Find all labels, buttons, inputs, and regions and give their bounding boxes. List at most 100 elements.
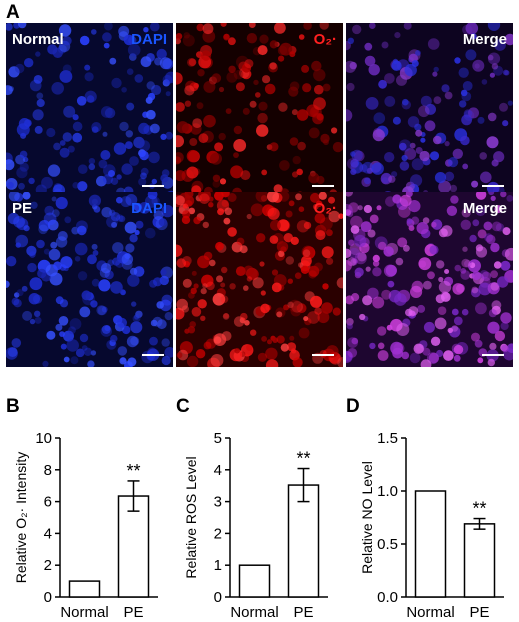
cell-blob — [190, 287, 197, 295]
cell-blob — [301, 245, 315, 259]
cell-blob — [497, 276, 509, 288]
normal-merge-image: Merge — [346, 23, 513, 198]
cell-blob — [19, 150, 28, 159]
panel-letter-b: B — [6, 396, 20, 417]
cell-blob — [487, 321, 500, 334]
cell-blob — [126, 68, 134, 75]
cell-blob — [62, 64, 72, 74]
cell-blob — [116, 196, 123, 204]
cell-blob — [427, 271, 435, 280]
cell-blob — [6, 256, 17, 267]
cell-blob — [250, 329, 257, 336]
cell-blob — [399, 194, 412, 207]
cell-blob — [176, 244, 183, 257]
cell-blob — [414, 123, 422, 131]
cell-blob — [6, 23, 13, 31]
cell-blob — [186, 166, 199, 179]
cell-blob — [368, 64, 380, 76]
cell-blob — [288, 299, 302, 313]
cell-blob — [352, 24, 362, 35]
cell-blob — [176, 156, 182, 165]
cell-blob — [387, 280, 395, 288]
cell-blob — [121, 163, 133, 175]
cell-blob — [176, 152, 184, 163]
cell-blob — [346, 318, 354, 326]
cell-blob — [196, 23, 205, 32]
pe-merge-image: Merge — [346, 192, 513, 367]
cell-blob — [216, 275, 223, 283]
cell-blob — [377, 342, 385, 350]
cell-blob — [490, 195, 496, 201]
cell-blob — [198, 192, 211, 202]
cell-blob — [401, 154, 408, 162]
cell-blob — [283, 233, 293, 243]
x-category-label: Normal — [406, 604, 454, 621]
cell-blob — [267, 339, 272, 345]
cell-blob — [346, 209, 352, 216]
cell-blob — [261, 169, 268, 176]
cell-blob — [504, 247, 513, 261]
cell-blob — [459, 100, 467, 108]
cell-blob — [433, 66, 439, 73]
cell-blob — [208, 202, 214, 208]
cell-blob — [381, 41, 389, 49]
cell-blob — [369, 214, 379, 224]
y-tick-label: 10 — [35, 430, 52, 447]
cell-blob — [36, 98, 45, 108]
cell-blob — [422, 217, 430, 224]
cell-blob — [438, 276, 444, 283]
cell-blob — [351, 337, 359, 345]
cell-blob — [148, 151, 160, 164]
cell-blob — [87, 254, 97, 265]
cell-blob — [236, 237, 245, 246]
cell-blob — [100, 263, 112, 274]
cell-blob — [121, 253, 134, 265]
cell-blob — [184, 100, 192, 107]
cell-blob — [202, 283, 208, 289]
cell-blob — [302, 249, 311, 257]
cell-blob — [372, 296, 385, 309]
cell-blob — [303, 316, 309, 322]
cell-blob — [200, 315, 206, 321]
cell-blob — [430, 336, 441, 346]
cell-blob — [267, 192, 279, 203]
cell-blob — [211, 73, 222, 83]
y-tick-label: 0.5 — [377, 536, 398, 553]
cell-blob — [384, 96, 396, 107]
cell-blob — [435, 294, 445, 304]
bar — [117, 495, 150, 598]
cell-blob — [350, 151, 356, 157]
cell-blob — [469, 234, 477, 243]
cell-blob — [110, 281, 123, 294]
cell-blob — [125, 130, 133, 138]
cell-blob — [176, 170, 186, 182]
cell-blob — [308, 172, 320, 184]
cell-blob — [315, 200, 323, 208]
cell-blob — [96, 305, 107, 316]
cell-blob — [321, 246, 334, 259]
cell-blob — [51, 82, 64, 95]
cell-blob — [182, 34, 195, 47]
cell-blob — [164, 347, 173, 358]
cell-blob — [260, 303, 270, 314]
cell-blob — [494, 330, 506, 342]
cell-blob — [450, 195, 459, 204]
cell-blob — [433, 135, 442, 145]
cell-blob — [474, 339, 483, 348]
cell-blob — [124, 221, 137, 234]
cell-blob — [223, 33, 230, 41]
cell-blob — [118, 215, 126, 223]
cell-blob — [347, 348, 358, 358]
cell-blob — [131, 301, 137, 307]
cell-blob — [233, 69, 244, 80]
cell-blob — [378, 79, 387, 89]
cell-blob — [234, 347, 240, 354]
cell-blob — [437, 306, 447, 315]
normal-dapi-image: Normal DAPI — [6, 23, 173, 198]
cell-blob — [271, 282, 282, 293]
cell-blob — [310, 295, 323, 308]
cell-blob — [146, 109, 156, 120]
cell-blob — [147, 192, 158, 200]
cell-blob — [418, 257, 432, 271]
cell-blob — [134, 229, 140, 236]
